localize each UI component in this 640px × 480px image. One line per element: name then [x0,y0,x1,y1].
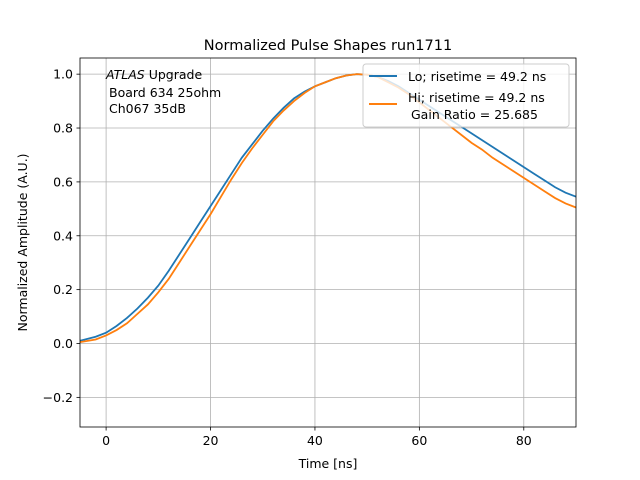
x-tick-label: 40 [307,433,323,448]
x-tick-label: 60 [411,433,427,448]
legend-label-hi: Hi; risetime = 49.2 ns [408,90,545,105]
series-layer [80,73,576,344]
x-tick-label: 0 [102,433,110,448]
y-tick-label: 0.6 [53,174,73,189]
x-axis-label: Time [ns] [298,456,358,471]
atlas-annotation: ATLAS Upgrade Board 634 25ohm Ch067 35dB [105,67,221,116]
y-tick-label: 0.8 [53,121,73,136]
y-tick-label: 1.0 [53,67,73,82]
legend-box [362,63,570,128]
y-tick-label: 0.4 [53,228,73,243]
legend-label-lo: Lo; risetime = 49.2 ns [408,69,546,84]
series-line-hi [80,73,576,344]
annotation-line-1-rest: Upgrade [145,67,203,82]
x-tick-label: 20 [203,433,219,448]
x-tick-label: 80 [516,433,532,448]
legend-label-hi-gain: Gain Ratio = 25.685 [411,107,538,122]
annotation-line-3: Ch067 35dB [109,101,186,116]
y-tick-label: 0.0 [53,336,73,351]
grid [80,58,576,427]
y-tick-label: −0.2 [43,390,73,405]
annotation-line-1: ATLAS Upgrade [105,67,202,82]
ticks: 0 20 40 60 80 −0.2 0.0 0.2 0.4 0.6 0.8 1.0 [43,67,532,448]
plot-frame [79,57,577,428]
legend: Lo; risetime = 49.2 ns Hi; risetime = 49… [362,63,570,128]
y-axis-label: Normalized Amplitude (A.U.) [15,153,30,331]
annotation-line-2: Board 634 25ohm [109,85,221,100]
annotation-italic: ATLAS [105,67,145,82]
y-tick-label: 0.2 [53,282,73,297]
chart-title: Normalized Pulse Shapes run1711 [204,38,452,54]
